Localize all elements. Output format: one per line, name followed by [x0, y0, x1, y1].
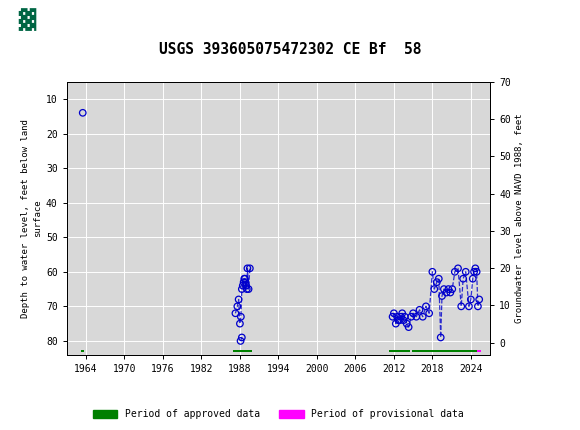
Point — [236, 338, 245, 344]
Point — [439, 286, 448, 292]
Point — [442, 289, 451, 296]
Point — [408, 310, 418, 317]
Point — [397, 310, 407, 317]
Point — [461, 268, 470, 275]
Point — [394, 317, 403, 324]
Point — [466, 296, 476, 303]
Point — [396, 313, 405, 320]
Point — [415, 307, 424, 313]
Point — [393, 313, 402, 320]
Point — [450, 268, 459, 275]
Point — [465, 303, 474, 310]
Point — [459, 275, 468, 282]
Point — [242, 286, 251, 292]
Point — [391, 320, 400, 327]
Point — [389, 310, 398, 317]
Point — [432, 279, 441, 286]
Bar — [3, 3, 52, 37]
Point — [243, 265, 252, 272]
Point — [471, 265, 480, 272]
Point — [474, 296, 484, 303]
Point — [234, 296, 243, 303]
Point — [238, 282, 248, 289]
Point — [400, 313, 409, 320]
Point — [468, 275, 477, 282]
Point — [395, 317, 404, 324]
Point — [425, 310, 434, 317]
Point — [245, 265, 255, 272]
Point — [78, 109, 88, 116]
Y-axis label: Groundwater level above NAVD 1988, feet: Groundwater level above NAVD 1988, feet — [515, 114, 524, 323]
Point — [434, 275, 444, 282]
Point — [430, 286, 439, 292]
Point — [231, 310, 240, 317]
Point — [236, 313, 245, 320]
Legend: Period of approved data, Period of provisional data: Period of approved data, Period of provi… — [89, 405, 468, 423]
Text: USGS: USGS — [58, 12, 105, 28]
Point — [412, 313, 421, 320]
Point — [436, 334, 445, 341]
Point — [454, 265, 463, 272]
Point — [388, 313, 397, 320]
Point — [473, 303, 483, 310]
Point — [235, 320, 245, 327]
Point — [240, 275, 249, 282]
Point — [404, 324, 414, 331]
Point — [445, 289, 455, 296]
Point — [244, 286, 253, 292]
Point — [437, 292, 447, 299]
Point — [472, 268, 481, 275]
Point — [233, 303, 242, 310]
Point — [456, 303, 466, 310]
Text: ▓: ▓ — [19, 9, 36, 31]
Point — [427, 268, 437, 275]
Point — [469, 268, 478, 275]
Point — [241, 282, 251, 289]
Point — [407, 313, 416, 320]
Point — [240, 275, 249, 282]
Point — [444, 286, 453, 292]
Point — [402, 320, 411, 327]
Point — [237, 286, 246, 292]
Point — [421, 303, 430, 310]
Text: USGS 393605075472302 CE Bf  58: USGS 393605075472302 CE Bf 58 — [159, 42, 421, 57]
Point — [241, 279, 250, 286]
Point — [399, 317, 408, 324]
Point — [239, 279, 248, 286]
Point — [418, 313, 427, 320]
Point — [448, 286, 457, 292]
Point — [237, 334, 246, 341]
Y-axis label: Depth to water level, feet below land
surface: Depth to water level, feet below land su… — [21, 119, 42, 318]
